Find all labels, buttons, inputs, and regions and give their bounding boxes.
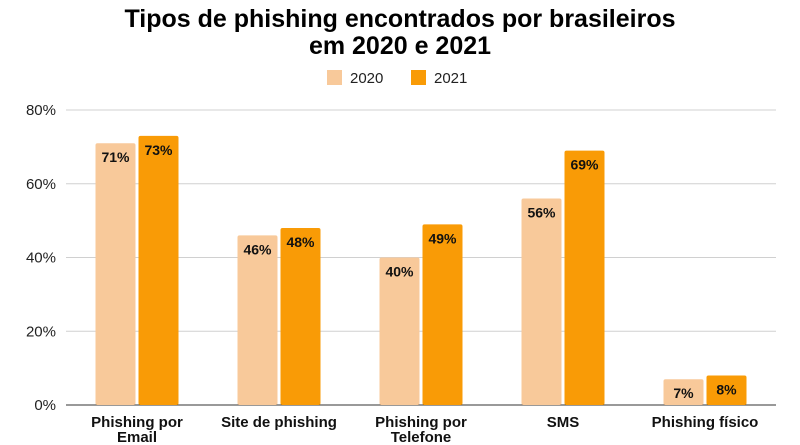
- y-tick-label-40: 40%: [26, 250, 56, 267]
- legend-swatch-2021: [411, 70, 426, 85]
- y-tick-label-80: 80%: [26, 102, 56, 119]
- legend-label-2021: 2021: [434, 70, 467, 87]
- category-label-0-line-2: Email: [117, 429, 157, 445]
- data-label-2020-2: 40%: [385, 264, 414, 280]
- bars: [95, 135, 747, 405]
- bar-2020-3: [521, 198, 562, 405]
- y-tick-label-60: 60%: [26, 176, 56, 193]
- y-tick-label-20: 20%: [26, 323, 56, 340]
- data-label-2021-0: 73%: [144, 142, 173, 158]
- chart-title: Tipos de phishing encontrados por brasil…: [124, 5, 675, 60]
- data-label-2020-0: 71%: [101, 149, 130, 165]
- legend-swatch-2020: [327, 70, 342, 85]
- category-label-3-line-1: SMS: [547, 414, 580, 431]
- y-axis-ticks: 0% 20% 40% 60% 80%: [26, 102, 56, 414]
- data-label-2021-1: 48%: [286, 234, 315, 250]
- bar-2020-0: [95, 143, 136, 405]
- bar-2020-2: [379, 257, 420, 405]
- data-labels: 71% 73% 46% 48% 40% 49% 56% 69% 7% 8%: [101, 142, 737, 401]
- data-label-2020-1: 46%: [243, 241, 272, 257]
- gridlines: [66, 109, 776, 406]
- category-label-2-line-1: Phishing por: [375, 414, 467, 431]
- chart-title-line-1: Tipos de phishing encontrados por brasil…: [124, 5, 675, 33]
- data-label-2021-4: 8%: [716, 382, 737, 398]
- data-label-2021-2: 49%: [428, 230, 457, 246]
- category-label-4-line-1: Phishing físico: [652, 414, 759, 431]
- category-label-2-line-2: Telefone: [391, 429, 452, 445]
- bar-2021-4: [706, 375, 747, 405]
- data-label-2020-4: 7%: [673, 385, 694, 401]
- chart-title-line-2: em 2020 e 2021: [309, 32, 491, 60]
- bar-2021-3: [564, 150, 605, 405]
- bar-2021-2: [422, 224, 463, 405]
- legend: 2020 2021: [327, 70, 467, 87]
- legend-label-2020: 2020: [350, 70, 383, 87]
- data-label-2020-3: 56%: [527, 205, 556, 221]
- y-tick-label-0: 0%: [34, 397, 56, 414]
- bar-2020-1: [237, 235, 278, 405]
- bar-2021-0: [138, 135, 179, 405]
- category-label-1-line-1: Site de phishing: [221, 414, 337, 431]
- data-label-2021-3: 69%: [570, 157, 599, 173]
- bar-2021-1: [280, 228, 321, 405]
- category-label-0-line-1: Phishing por: [91, 414, 183, 431]
- bar-2020-4: [663, 379, 704, 405]
